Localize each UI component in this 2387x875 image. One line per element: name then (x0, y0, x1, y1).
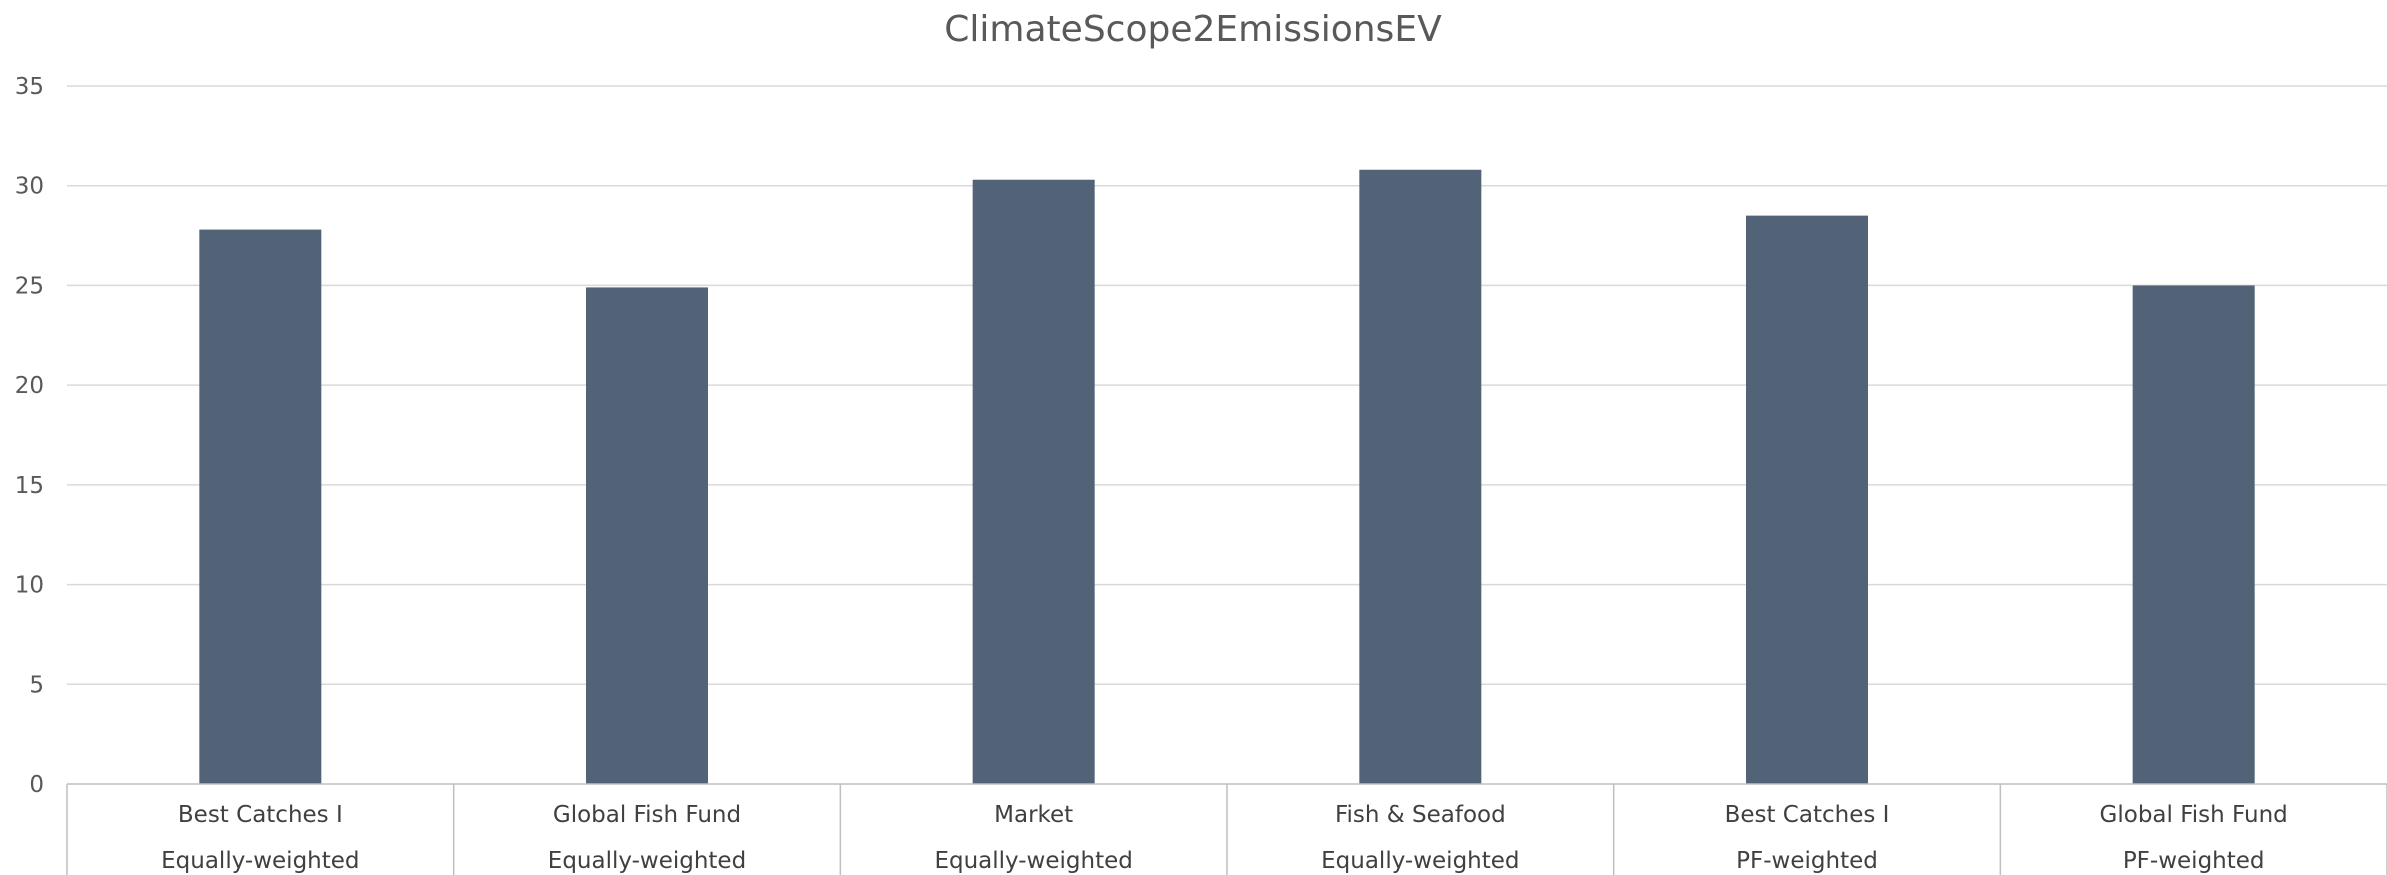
y-tick-label: 15 (15, 473, 44, 499)
bars (199, 169, 2255, 785)
x-group-label: Equally-weighted (934, 848, 1132, 874)
y-tick-label: 10 (15, 573, 44, 599)
x-category-label: Global Fish Fund (553, 802, 741, 828)
bar (586, 287, 708, 784)
x-group-label: PF-weighted (1736, 848, 1878, 874)
x-category-label: Global Fish Fund (2100, 802, 2288, 828)
y-tick-label: 30 (15, 174, 44, 200)
y-axis-ticks: 0 5 10 15 20 25 30 35 (15, 74, 44, 798)
x-group-label: Equally-weighted (1321, 848, 1519, 874)
x-axis: Best Catches I Equally-weighted Global Fis… (66, 783, 2387, 875)
x-group-label: PF-weighted (2123, 848, 2265, 874)
bar (2132, 285, 2255, 784)
bar (199, 229, 322, 785)
y-tick-label: 25 (15, 273, 44, 299)
x-category-label: Fish & Seafood (1335, 802, 1506, 828)
y-tick-label: 5 (29, 672, 44, 698)
y-tick-label: 0 (29, 772, 44, 798)
bar (1359, 169, 1482, 784)
gridlines (67, 85, 2387, 686)
x-group-label: Equally-weighted (548, 848, 746, 874)
chart-title: ClimateScope2EmissionsEV (944, 9, 1442, 50)
x-group-label: Equally-weighted (161, 848, 359, 874)
x-category-label: Market (994, 802, 1073, 828)
bar (972, 179, 1095, 784)
bar (1746, 215, 1868, 785)
x-category-label: Best Catches I (178, 802, 343, 828)
y-tick-label: 35 (15, 74, 44, 100)
y-tick-label: 20 (15, 373, 44, 399)
x-category-label: Best Catches I (1725, 802, 1890, 828)
